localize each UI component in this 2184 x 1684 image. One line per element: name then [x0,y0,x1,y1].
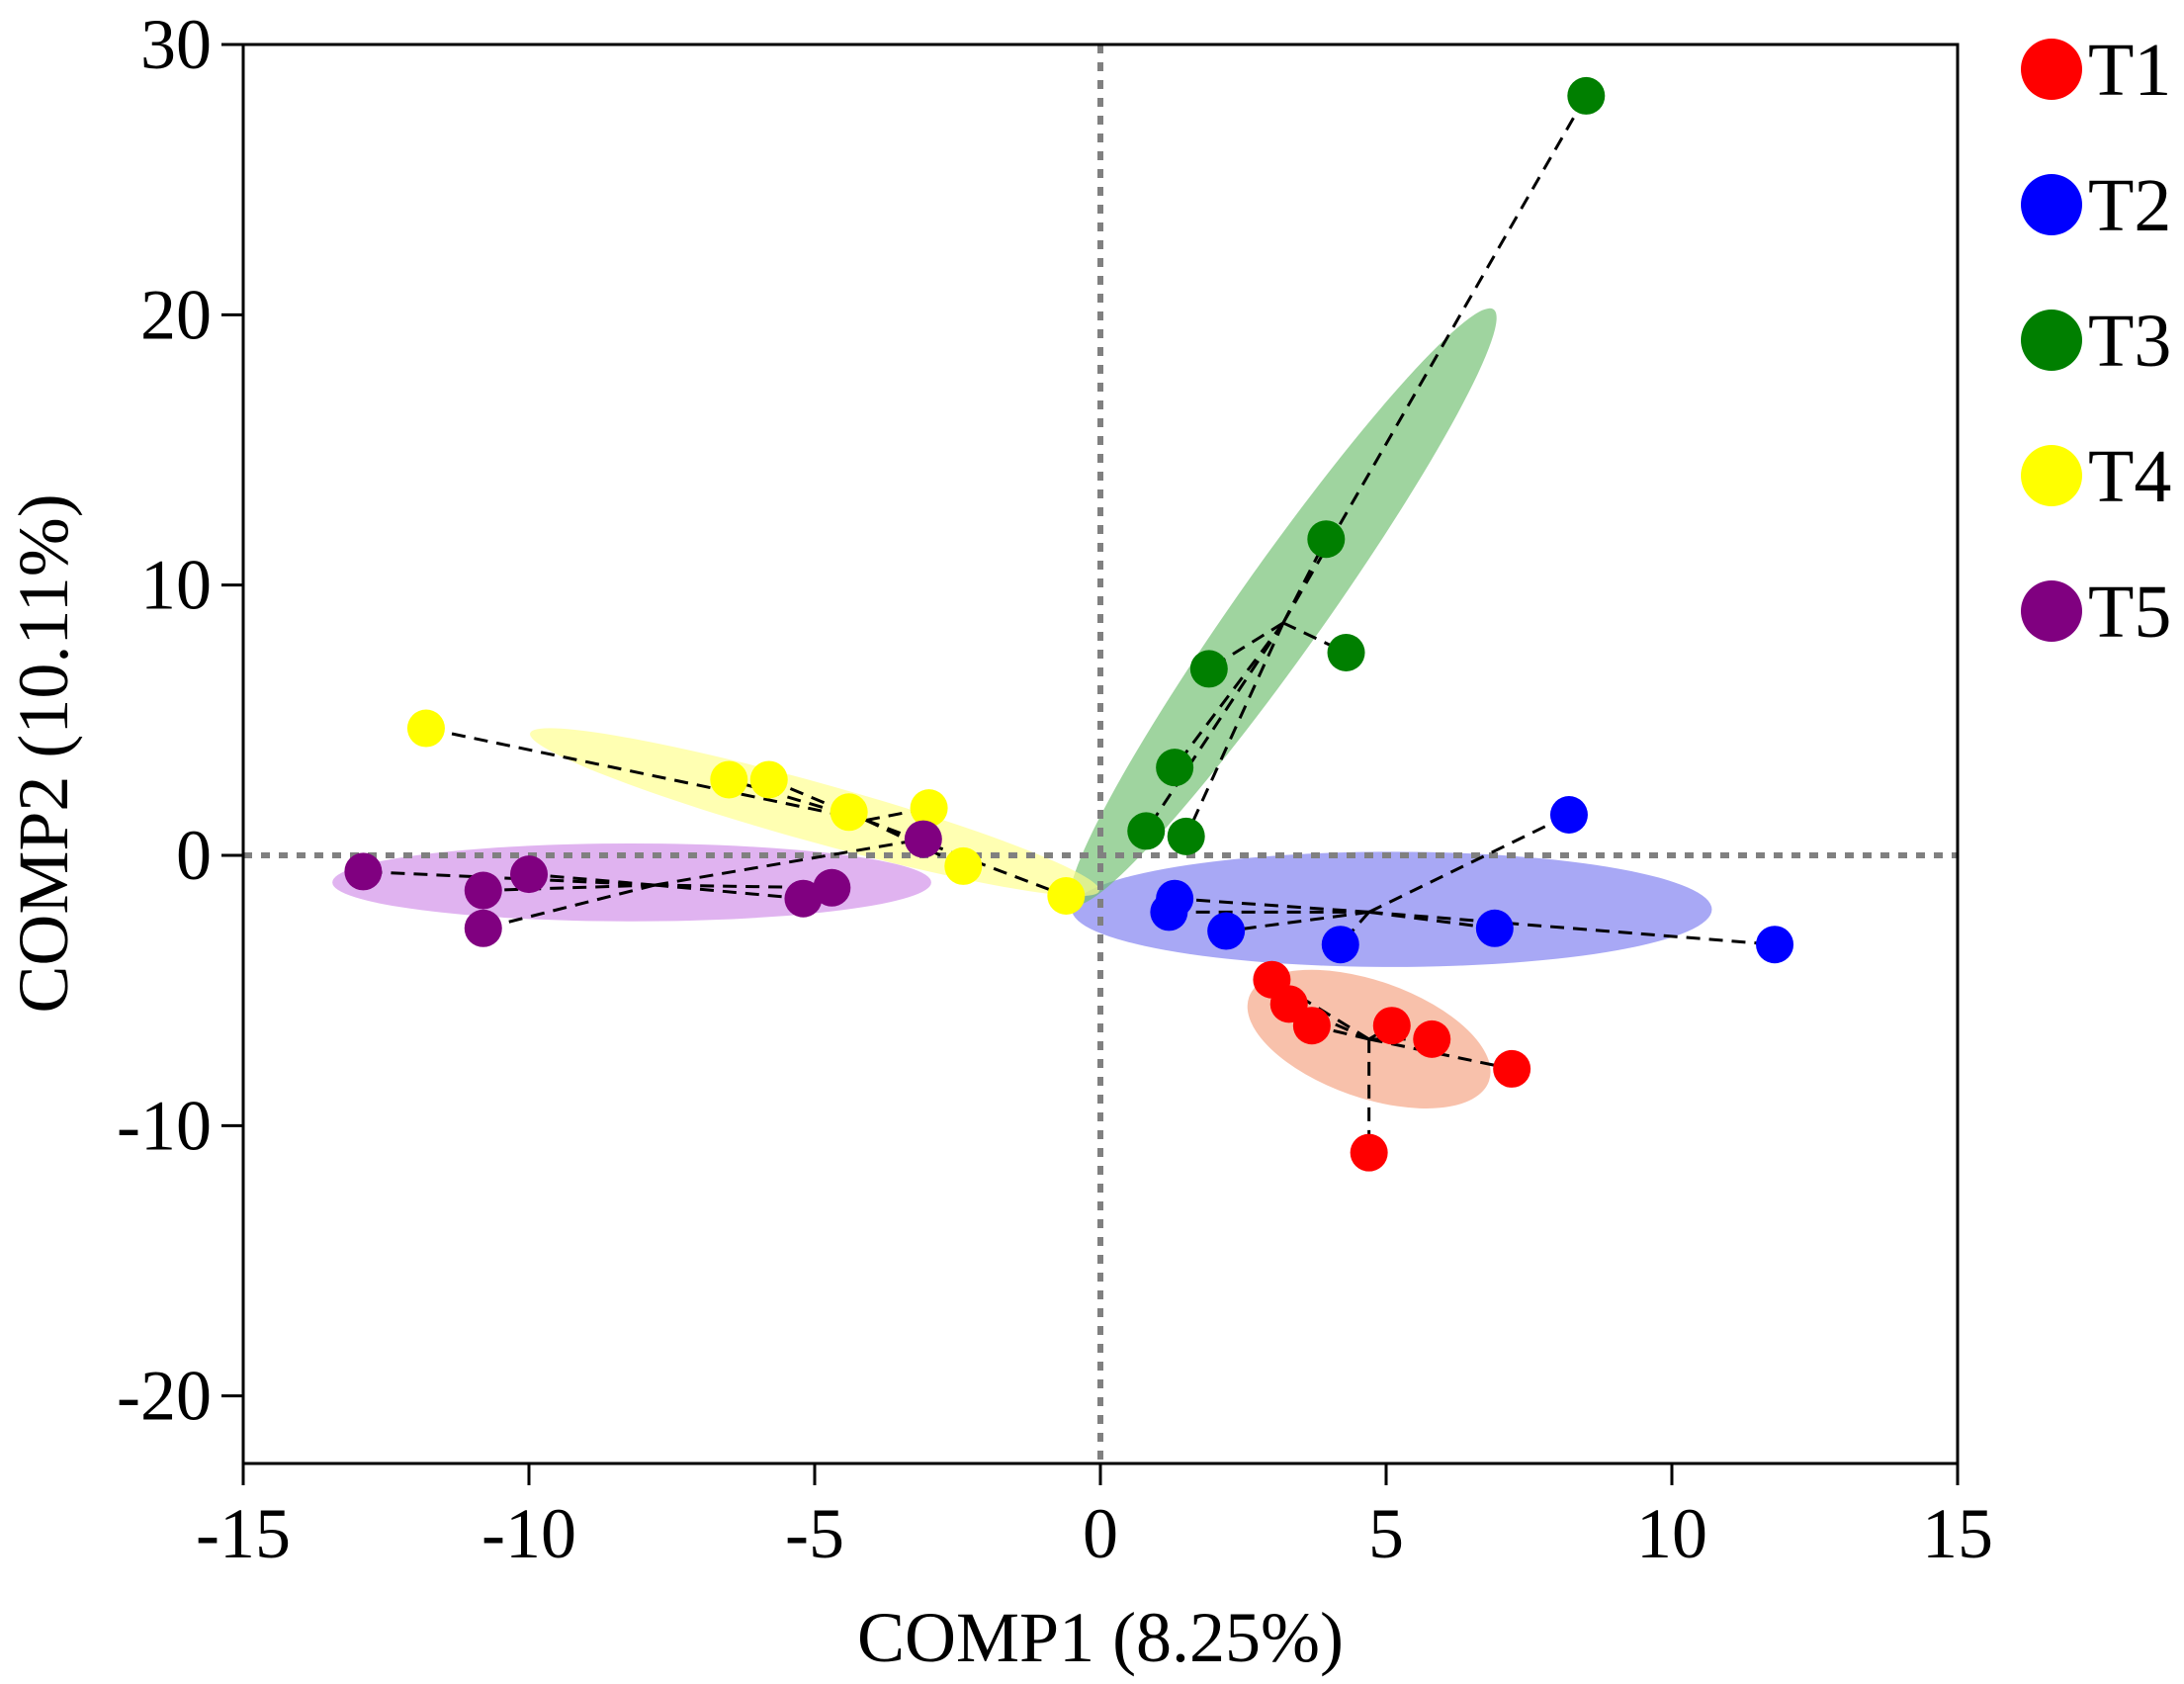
spoke-t5 [363,869,655,887]
spoke-t3 [1173,622,1285,769]
point-t5 [344,852,383,891]
spoke-t4 [425,727,867,822]
point-t3 [1327,634,1365,671]
point-t2 [1756,926,1794,964]
point-t1 [1372,1007,1411,1045]
legend-label-t1: T1 [2088,29,2171,112]
point-t3 [1189,650,1228,688]
point-t4 [749,760,788,799]
point-t4 [944,846,983,885]
point-t1 [1413,1019,1451,1058]
centroid-spokes [363,95,1776,1153]
y-tick-label: -10 [117,1086,212,1165]
legend-label-t3: T3 [2088,300,2171,383]
x-axis-label: COMP1 (8.25%) [857,1598,1344,1677]
legend: T1 T2 T3 T4 T5 [2021,29,2171,654]
legend-marker-t5 [2021,580,2082,642]
point-t3 [1307,520,1346,559]
x-tick-label: -5 [785,1494,844,1573]
point-t4 [406,709,445,748]
point-t1 [1292,1007,1331,1045]
point-t1 [1350,1133,1388,1172]
x-axis-ticks: -15 -10 -5 0 5 10 15 [196,1463,1993,1573]
x-tick-label: 0 [1083,1494,1118,1573]
legend-marker-t2 [2021,174,2082,235]
point-t3 [1167,817,1205,855]
spoke-t3 [1144,622,1285,833]
point-t1 [1493,1049,1531,1088]
spoke-t4 [768,778,867,822]
ellipse-t3 [1070,308,1497,906]
spoke-t2 [1225,910,1369,933]
spoke-t2 [1368,813,1570,914]
x-tick-label: 10 [1636,1494,1707,1573]
x-tick-label: 5 [1368,1494,1404,1573]
legend-marker-t1 [2021,39,2082,100]
point-t5 [464,909,502,947]
point-t5 [904,820,942,858]
point-t2 [1475,909,1514,947]
point-t5 [464,871,502,910]
point-t2 [1321,926,1359,964]
y-axis-ticks: -20 -10 0 10 20 30 [117,5,243,1436]
legend-label-t5: T5 [2088,571,2171,654]
legend-label-t2: T2 [2088,164,2171,247]
point-t3 [1127,812,1166,850]
point-t4 [830,793,868,832]
confidence-ellipses [332,308,1712,1108]
point-t2 [1549,796,1588,834]
x-tick-label: -10 [481,1494,576,1573]
spoke-t2 [1175,897,1369,914]
legend-label-t4: T4 [2088,435,2171,518]
plot-frame [241,43,1960,1465]
point-t5 [510,855,548,894]
y-tick-label: -20 [117,1357,212,1436]
y-axis-label: COMP2 (10.11%) [4,493,83,1013]
legend-marker-t3 [2021,310,2082,371]
point-t2 [1207,912,1246,950]
y-tick-label: 20 [140,275,212,354]
spoke-t4 [865,819,1067,898]
y-tick-label: 10 [140,546,212,625]
zero-reference-lines [243,44,1958,1463]
point-t5 [813,868,851,907]
spoke-t3 [1184,622,1285,838]
spoke-t5 [482,883,655,893]
point-t4 [710,760,748,799]
spoke-t5 [482,883,655,931]
x-tick-label: -15 [196,1494,291,1573]
data-points [344,76,1794,1172]
point-t2 [1150,893,1188,931]
point-t4 [910,789,948,828]
y-tick-label: 30 [140,5,212,84]
legend-marker-t4 [2021,445,2082,506]
spoke-t5 [655,883,804,901]
x-tick-label: 15 [1922,1494,1993,1573]
point-t3 [1156,749,1194,787]
y-tick-label: 0 [176,816,212,895]
point-t3 [1567,76,1606,115]
point-t4 [1047,877,1086,915]
point-t5 [784,879,823,918]
